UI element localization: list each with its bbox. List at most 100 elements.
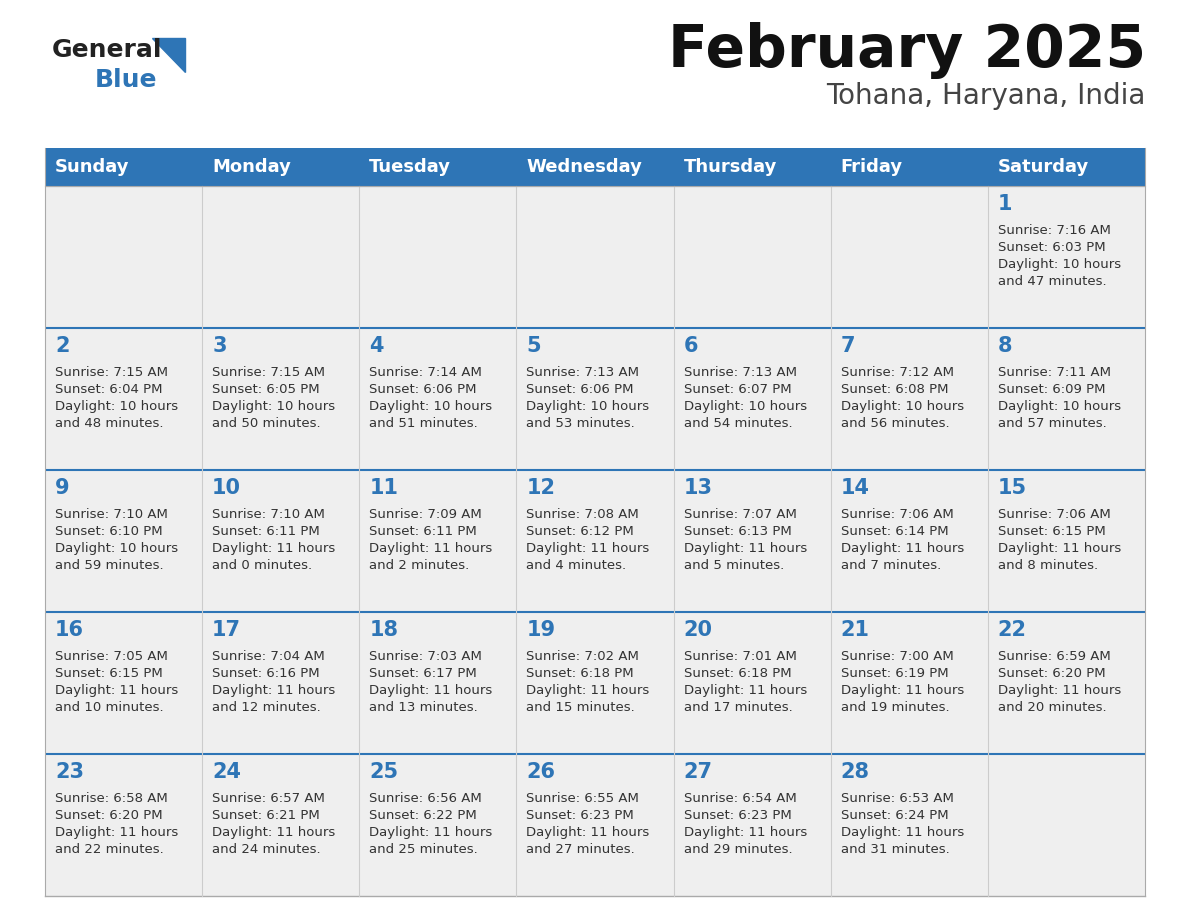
Text: Sunset: 6:08 PM: Sunset: 6:08 PM: [841, 383, 948, 396]
Text: Sunset: 6:17 PM: Sunset: 6:17 PM: [369, 667, 478, 680]
Text: Saturday: Saturday: [998, 158, 1089, 176]
Text: Sunset: 6:04 PM: Sunset: 6:04 PM: [55, 383, 163, 396]
Text: Sunset: 6:06 PM: Sunset: 6:06 PM: [369, 383, 476, 396]
Text: Friday: Friday: [841, 158, 903, 176]
Bar: [517, 612, 674, 754]
Text: Sunrise: 7:11 AM: Sunrise: 7:11 AM: [998, 366, 1111, 379]
Bar: [988, 148, 1145, 186]
Text: Sunrise: 7:05 AM: Sunrise: 7:05 AM: [55, 650, 168, 663]
Text: and 0 minutes.: and 0 minutes.: [213, 559, 312, 572]
Bar: [674, 612, 830, 754]
Text: 11: 11: [369, 478, 398, 498]
Text: Daylight: 10 hours: Daylight: 10 hours: [369, 400, 492, 413]
Text: 1: 1: [998, 194, 1012, 214]
Text: Sunrise: 7:13 AM: Sunrise: 7:13 AM: [526, 366, 639, 379]
Text: Daylight: 10 hours: Daylight: 10 hours: [683, 400, 807, 413]
Text: and 8 minutes.: and 8 minutes.: [998, 559, 1098, 572]
Text: 27: 27: [683, 762, 713, 782]
Text: Wednesday: Wednesday: [526, 158, 643, 176]
Text: 5: 5: [526, 336, 541, 356]
Text: and 17 minutes.: and 17 minutes.: [683, 701, 792, 714]
Bar: [988, 470, 1145, 612]
Text: Daylight: 11 hours: Daylight: 11 hours: [55, 826, 178, 839]
Text: 15: 15: [998, 478, 1026, 498]
Text: 25: 25: [369, 762, 398, 782]
Text: Sunrise: 7:15 AM: Sunrise: 7:15 AM: [55, 366, 168, 379]
Text: 22: 22: [998, 620, 1026, 640]
Bar: [45, 328, 202, 470]
Text: Sunset: 6:10 PM: Sunset: 6:10 PM: [55, 525, 163, 538]
Text: Sunrise: 7:14 AM: Sunrise: 7:14 AM: [369, 366, 482, 379]
Text: and 59 minutes.: and 59 minutes.: [55, 559, 164, 572]
Text: Daylight: 11 hours: Daylight: 11 hours: [683, 542, 807, 555]
Bar: [202, 328, 359, 470]
Text: Sunset: 6:18 PM: Sunset: 6:18 PM: [526, 667, 634, 680]
Bar: [202, 470, 359, 612]
Bar: [988, 612, 1145, 754]
Text: Blue: Blue: [95, 68, 158, 92]
Text: 20: 20: [683, 620, 713, 640]
Text: Sunset: 6:20 PM: Sunset: 6:20 PM: [998, 667, 1106, 680]
Text: Daylight: 11 hours: Daylight: 11 hours: [998, 684, 1121, 697]
Text: 4: 4: [369, 336, 384, 356]
Text: Sunset: 6:15 PM: Sunset: 6:15 PM: [55, 667, 163, 680]
Bar: [988, 754, 1145, 896]
Text: and 47 minutes.: and 47 minutes.: [998, 275, 1106, 288]
Text: 12: 12: [526, 478, 556, 498]
Text: Sunrise: 6:53 AM: Sunrise: 6:53 AM: [841, 792, 954, 805]
Text: General: General: [52, 38, 163, 62]
Text: and 15 minutes.: and 15 minutes.: [526, 701, 636, 714]
Text: Daylight: 10 hours: Daylight: 10 hours: [213, 400, 335, 413]
Text: Daylight: 10 hours: Daylight: 10 hours: [998, 258, 1121, 271]
Bar: [45, 754, 202, 896]
Bar: [359, 612, 517, 754]
Text: Sunrise: 7:12 AM: Sunrise: 7:12 AM: [841, 366, 954, 379]
Text: Thursday: Thursday: [683, 158, 777, 176]
Text: Sunset: 6:23 PM: Sunset: 6:23 PM: [683, 809, 791, 822]
Bar: [830, 328, 988, 470]
Text: Daylight: 10 hours: Daylight: 10 hours: [55, 400, 178, 413]
Text: Sunset: 6:22 PM: Sunset: 6:22 PM: [369, 809, 478, 822]
Text: Daylight: 11 hours: Daylight: 11 hours: [526, 684, 650, 697]
Text: Sunset: 6:19 PM: Sunset: 6:19 PM: [841, 667, 948, 680]
Text: and 53 minutes.: and 53 minutes.: [526, 417, 636, 430]
Text: Sunset: 6:18 PM: Sunset: 6:18 PM: [683, 667, 791, 680]
Bar: [202, 148, 359, 186]
Bar: [988, 186, 1145, 328]
Bar: [517, 148, 674, 186]
Text: Monday: Monday: [213, 158, 291, 176]
Text: 18: 18: [369, 620, 398, 640]
Text: and 24 minutes.: and 24 minutes.: [213, 843, 321, 856]
Bar: [359, 148, 517, 186]
Text: Daylight: 11 hours: Daylight: 11 hours: [683, 684, 807, 697]
Text: and 54 minutes.: and 54 minutes.: [683, 417, 792, 430]
Bar: [202, 612, 359, 754]
Bar: [830, 148, 988, 186]
Text: and 12 minutes.: and 12 minutes.: [213, 701, 321, 714]
Text: Daylight: 10 hours: Daylight: 10 hours: [526, 400, 650, 413]
Text: and 50 minutes.: and 50 minutes.: [213, 417, 321, 430]
Text: Sunday: Sunday: [55, 158, 129, 176]
Text: Daylight: 11 hours: Daylight: 11 hours: [213, 826, 335, 839]
Text: Daylight: 11 hours: Daylight: 11 hours: [683, 826, 807, 839]
Bar: [830, 612, 988, 754]
Text: Sunrise: 6:55 AM: Sunrise: 6:55 AM: [526, 792, 639, 805]
Text: 3: 3: [213, 336, 227, 356]
Text: Tuesday: Tuesday: [369, 158, 451, 176]
Text: and 48 minutes.: and 48 minutes.: [55, 417, 164, 430]
Bar: [674, 328, 830, 470]
Bar: [45, 148, 202, 186]
Text: Sunset: 6:13 PM: Sunset: 6:13 PM: [683, 525, 791, 538]
Text: Sunrise: 7:02 AM: Sunrise: 7:02 AM: [526, 650, 639, 663]
Text: Daylight: 11 hours: Daylight: 11 hours: [213, 684, 335, 697]
Text: February 2025: February 2025: [668, 22, 1146, 79]
Text: Daylight: 11 hours: Daylight: 11 hours: [526, 542, 650, 555]
Bar: [517, 328, 674, 470]
Bar: [202, 186, 359, 328]
Text: Sunrise: 6:54 AM: Sunrise: 6:54 AM: [683, 792, 796, 805]
Text: Sunset: 6:15 PM: Sunset: 6:15 PM: [998, 525, 1106, 538]
Text: Daylight: 11 hours: Daylight: 11 hours: [213, 542, 335, 555]
Text: and 2 minutes.: and 2 minutes.: [369, 559, 469, 572]
Text: Daylight: 11 hours: Daylight: 11 hours: [841, 684, 963, 697]
Bar: [45, 470, 202, 612]
